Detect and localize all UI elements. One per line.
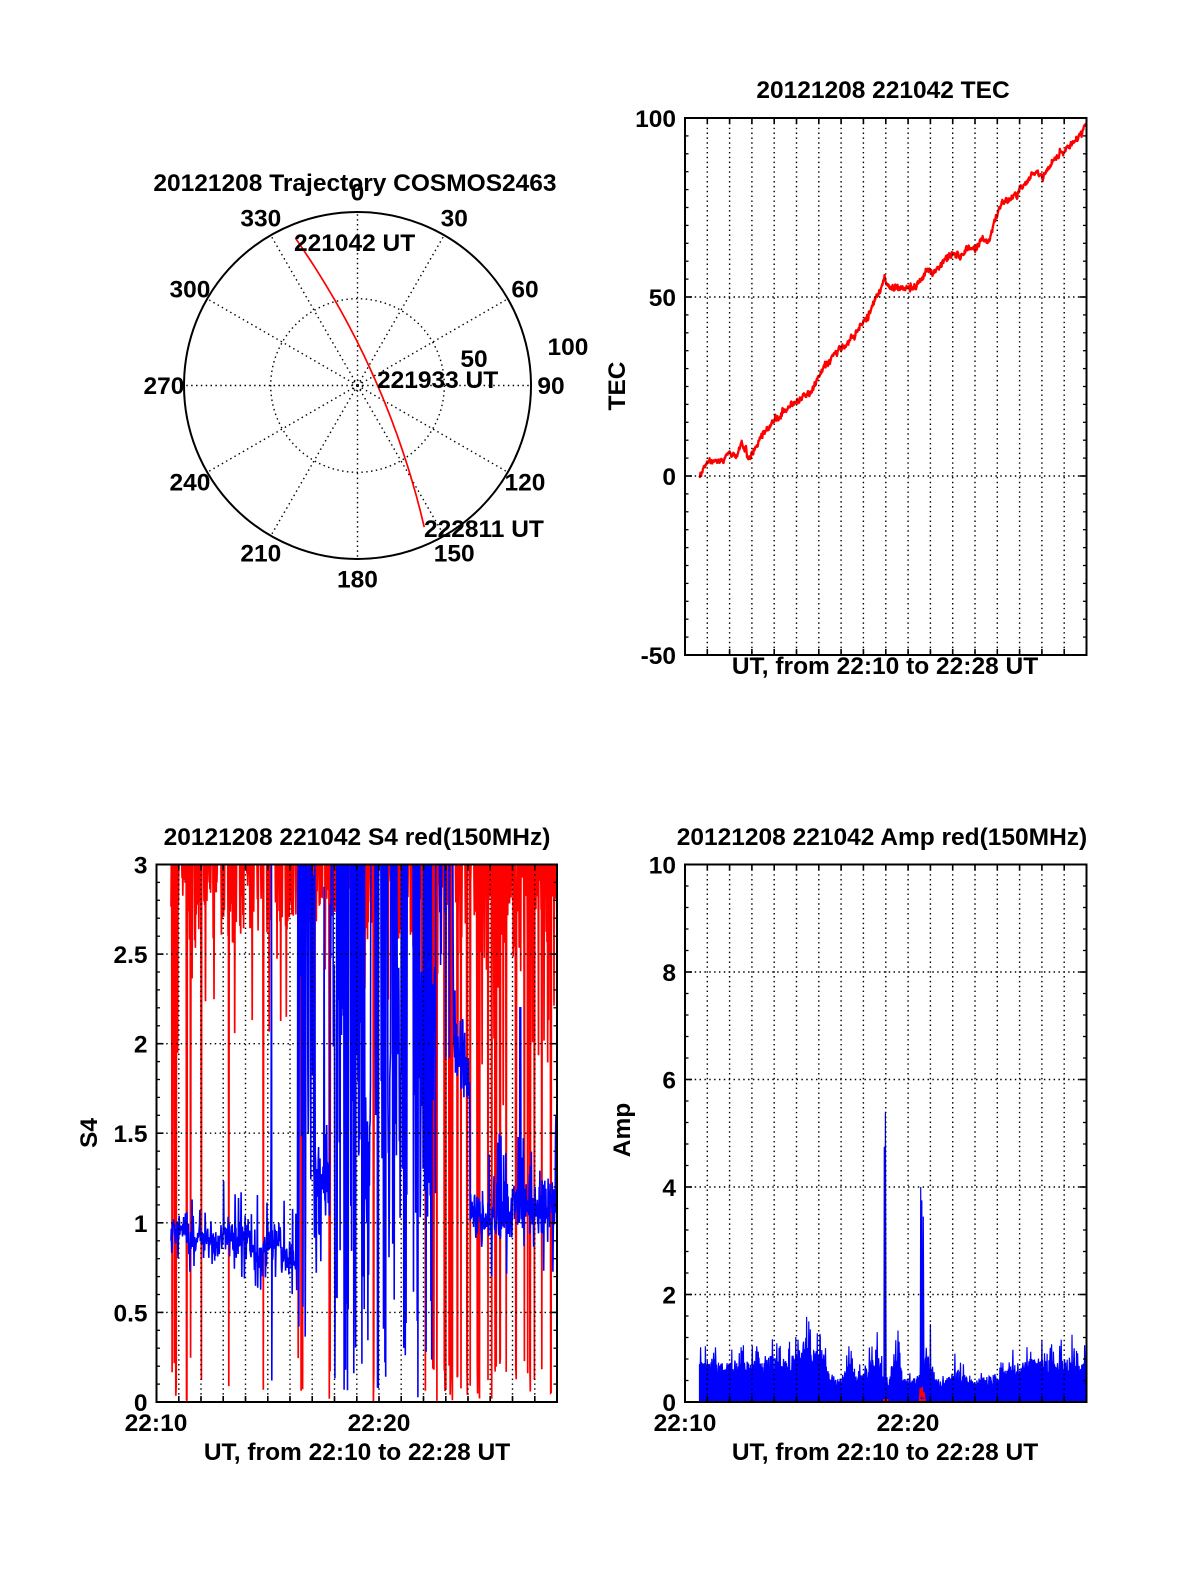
svg-text:60: 60 <box>511 276 538 303</box>
svg-text:330: 330 <box>240 206 281 233</box>
svg-text:UT, from 22:10 to 22:28 UT: UT, from 22:10 to 22:28 UT <box>204 1439 510 1466</box>
svg-text:300: 300 <box>170 276 211 303</box>
svg-text:20121208 Trajectory COSMOS2463: 20121208 Trajectory COSMOS2463 <box>153 170 556 197</box>
svg-text:10: 10 <box>649 853 676 880</box>
svg-text:20121208 221042 TEC: 20121208 221042 TEC <box>756 77 1010 104</box>
svg-text:Amp: Amp <box>609 1103 636 1157</box>
svg-text:-50: -50 <box>641 643 676 670</box>
svg-text:4: 4 <box>662 1175 676 1202</box>
svg-text:221042 UT: 221042 UT <box>294 230 415 257</box>
svg-text:3: 3 <box>134 853 148 880</box>
svg-text:222811 UT: 222811 UT <box>424 516 544 543</box>
svg-text:8: 8 <box>662 960 676 987</box>
svg-text:2: 2 <box>662 1283 676 1310</box>
svg-text:150: 150 <box>434 541 475 568</box>
svg-text:2.5: 2.5 <box>113 942 147 969</box>
svg-text:0.5: 0.5 <box>113 1300 147 1327</box>
svg-text:2: 2 <box>134 1032 148 1059</box>
svg-text:100: 100 <box>548 334 589 361</box>
svg-text:20121208 221042 S4 red(150MHz): 20121208 221042 S4 red(150MHz) <box>164 824 551 851</box>
svg-text:UT, from 22:10 to 22:28 UT: UT, from 22:10 to 22:28 UT <box>732 1439 1038 1466</box>
svg-text:90: 90 <box>537 373 564 400</box>
svg-text:1.5: 1.5 <box>113 1121 147 1148</box>
svg-text:22:20: 22:20 <box>348 1410 411 1437</box>
svg-text:22:10: 22:10 <box>125 1410 188 1437</box>
svg-text:UT, from 22:10 to 22:28 UT: UT, from 22:10 to 22:28 UT <box>732 653 1038 680</box>
svg-text:270: 270 <box>144 373 185 400</box>
svg-text:50: 50 <box>460 346 487 373</box>
svg-text:180: 180 <box>337 567 378 594</box>
svg-text:0: 0 <box>662 1390 676 1417</box>
svg-text:TEC: TEC <box>604 361 631 410</box>
svg-text:0: 0 <box>134 1390 148 1417</box>
svg-text:210: 210 <box>240 541 281 568</box>
svg-text:100: 100 <box>635 106 676 133</box>
svg-text:6: 6 <box>662 1068 676 1095</box>
svg-text:120: 120 <box>505 470 546 497</box>
svg-text:0: 0 <box>351 180 365 207</box>
svg-text:22:10: 22:10 <box>654 1410 717 1437</box>
svg-text:221933 UT: 221933 UT <box>377 367 498 394</box>
svg-text:30: 30 <box>441 206 468 233</box>
svg-text:S4: S4 <box>76 1118 103 1148</box>
svg-text:1: 1 <box>134 1211 148 1238</box>
svg-text:22:20: 22:20 <box>877 1410 940 1437</box>
svg-text:20121208 221042 Amp red(150MHz: 20121208 221042 Amp red(150MHz) <box>677 824 1087 851</box>
svg-text:0: 0 <box>662 464 676 491</box>
svg-text:240: 240 <box>170 470 211 497</box>
svg-text:50: 50 <box>649 285 676 312</box>
